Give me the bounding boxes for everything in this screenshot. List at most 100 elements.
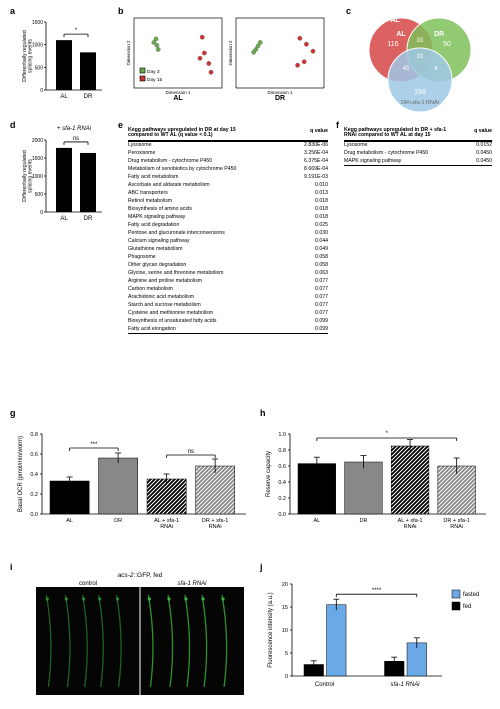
svg-text:DR: DR	[359, 518, 367, 524]
table-row: Fatty acid metabolism9.191E-03	[128, 174, 328, 182]
svg-text:0: 0	[285, 674, 288, 680]
svg-text:AL: AL	[396, 31, 406, 38]
svg-text:45: 45	[403, 66, 410, 72]
svg-text:116: 116	[387, 41, 398, 48]
svg-text:Dimension 1: Dimension 1	[165, 90, 191, 95]
svg-text:158: 158	[414, 89, 426, 96]
svg-text:0.6: 0.6	[30, 452, 38, 458]
svg-text:0: 0	[40, 88, 43, 94]
svg-text:Reserve capacity: Reserve capacity	[266, 451, 272, 497]
chart-b: ALDimension 1Dimension 2DRDimension 1Dim…	[126, 12, 336, 107]
svg-text:DR + sfa-1RNAi: DR + sfa-1RNAi	[202, 518, 228, 530]
svg-text:33: 33	[417, 54, 424, 60]
svg-text:Fluorescence intensity (a.u.): Fluorescence intensity (a.u.)	[268, 592, 274, 667]
svg-text:20: 20	[282, 582, 288, 588]
svg-text:0.0: 0.0	[30, 512, 38, 518]
svg-text:50: 50	[443, 41, 451, 48]
svg-text:0: 0	[40, 210, 43, 216]
chart-d: 0500100015002000ALDRDifferentially regul…	[18, 124, 108, 229]
svg-text:DR: DR	[84, 216, 93, 222]
svg-text:ns: ns	[73, 136, 79, 142]
svg-text:10: 10	[282, 628, 288, 634]
table-e-qcol: q value	[290, 128, 328, 139]
table-row: Biosynthesis of amino acids0.018	[128, 206, 328, 214]
svg-text:AL: AL	[66, 518, 73, 524]
svg-text:AL: AL	[60, 216, 68, 222]
svg-text:*: *	[75, 28, 78, 34]
svg-text:AL: AL	[313, 518, 320, 524]
svg-text:****: ****	[372, 588, 382, 594]
table-row: Other glycan degradation0.058	[128, 262, 328, 270]
table-row: Phagosome0.058	[128, 254, 328, 262]
table-row: Cysteine and methionine metabolism0.077	[128, 310, 328, 318]
svg-text:0.8: 0.8	[278, 448, 286, 454]
label-d: d	[10, 120, 16, 130]
svg-text:0.2: 0.2	[30, 492, 38, 498]
svg-text:Differentially regulatedsplici: Differentially regulatedsplicing events	[22, 30, 34, 82]
svg-text:0.4: 0.4	[278, 480, 286, 486]
svg-text:0.2: 0.2	[278, 496, 286, 502]
table-row: Calcium signaling pathway0.044	[128, 238, 328, 246]
svg-text:DR: DR	[275, 95, 285, 102]
table-row: Drug metabolism - cytochrome P4506.375E-…	[128, 158, 328, 166]
table-row: Fatty acid elongation0.099	[128, 326, 328, 334]
label-i: i	[10, 562, 13, 572]
svg-text:+ sfa-1 RNAi: + sfa-1 RNAi	[57, 126, 92, 132]
svg-text:1500: 1500	[32, 20, 43, 26]
table-row: Lysosome0.0152	[344, 142, 492, 150]
svg-text:500: 500	[35, 65, 44, 71]
svg-text:DR: DR	[434, 31, 444, 38]
table-row: Metabolism of xenobiotics by cytochrome …	[128, 166, 328, 174]
table-row: Drug metabolism - cytochrome P4500.0450	[344, 150, 492, 158]
table-row: Arginine and proline metabolism0.077	[128, 278, 328, 286]
svg-text:fasted: fasted	[463, 592, 479, 598]
svg-text:AL + sfa-1RNAi: AL + sfa-1RNAi	[154, 518, 179, 530]
label-b: b	[118, 6, 124, 16]
table-e-header: Kegg pathways upregulated in DR at day 1…	[128, 128, 290, 139]
svg-text:Day 15: Day 15	[147, 77, 163, 83]
microscopy-i: acs-2::GFP, fed controlsfa-1 RNAi	[36, 572, 244, 697]
svg-text:0.6: 0.6	[278, 464, 286, 470]
svg-text:15: 15	[282, 605, 288, 611]
table-row: Glycine, serine and threonine metabolism…	[128, 270, 328, 278]
svg-text:Dimension 1: Dimension 1	[267, 90, 293, 95]
svg-text:fed: fed	[463, 604, 471, 610]
svg-text:AL: AL	[391, 17, 400, 24]
chart-a: 050010001500ALDRDifferentially regulated…	[18, 12, 108, 107]
table-row: ABC transporters0.013	[128, 190, 328, 198]
table-e: Kegg pathways upregulated in DR at day 1…	[128, 128, 328, 334]
svg-text:***: ***	[90, 442, 98, 448]
svg-text:DR+sfa-1 RNAi: DR+sfa-1 RNAi	[401, 100, 439, 106]
table-f-header: Kegg pathways upregulated in DR + sfa-1 …	[344, 128, 454, 139]
table-row: Fatty acid degradation0.025	[128, 222, 328, 230]
svg-text:DR: DR	[114, 518, 122, 524]
svg-text:Control: Control	[315, 682, 334, 688]
svg-text:AL: AL	[173, 95, 183, 102]
table-row: MAPK signaling pathway0.0450	[344, 158, 492, 166]
label-a: a	[10, 6, 15, 16]
chart-g: 0.00.20.40.60.8ALDRAL + sfa-1RNAiDR + sf…	[12, 416, 252, 554]
svg-text:1.0: 1.0	[278, 432, 286, 438]
svg-text:DR + sfa-1RNAi: DR + sfa-1RNAi	[443, 518, 469, 530]
table-row: Pentose and glucuronate interconversions…	[128, 230, 328, 238]
svg-text:5: 5	[285, 651, 288, 657]
table-row: Glutathione metabolism0.049	[128, 246, 328, 254]
svg-text:0.8: 0.8	[30, 432, 38, 438]
chart-j: 05101520Controlsfa-1 RNAiFluorescence in…	[262, 570, 494, 700]
venn-c: 116501583345433ALAL ALDRDR+sfa-1 RNAi	[348, 10, 493, 125]
table-row: Biosynthesis of unsaturated fatty acids0…	[128, 318, 328, 326]
svg-text:Basal OCR (pmol/min/worm): Basal OCR (pmol/min/worm)	[18, 436, 24, 512]
svg-text:AL: AL	[60, 94, 68, 100]
svg-text:500: 500	[35, 192, 44, 198]
table-row: Retinol metabolism0.018	[128, 198, 328, 206]
svg-text:Dimension 2: Dimension 2	[126, 40, 131, 66]
svg-text:Dimension 2: Dimension 2	[228, 40, 233, 66]
table-row: Ascorbate and aldarate metabolism0.010	[128, 182, 328, 190]
svg-text:ns: ns	[188, 449, 194, 455]
table-f: Kegg pathways upregulated in DR + sfa-1 …	[344, 128, 492, 166]
table-row: MAPK signaling pathway0.018	[128, 214, 328, 222]
microscopy-title: acs-2::GFP, fed	[118, 572, 163, 579]
table-row: Carbon metabolism0.077	[128, 286, 328, 294]
svg-text:33: 33	[417, 38, 424, 44]
table-f-qcol: q value	[454, 128, 492, 139]
